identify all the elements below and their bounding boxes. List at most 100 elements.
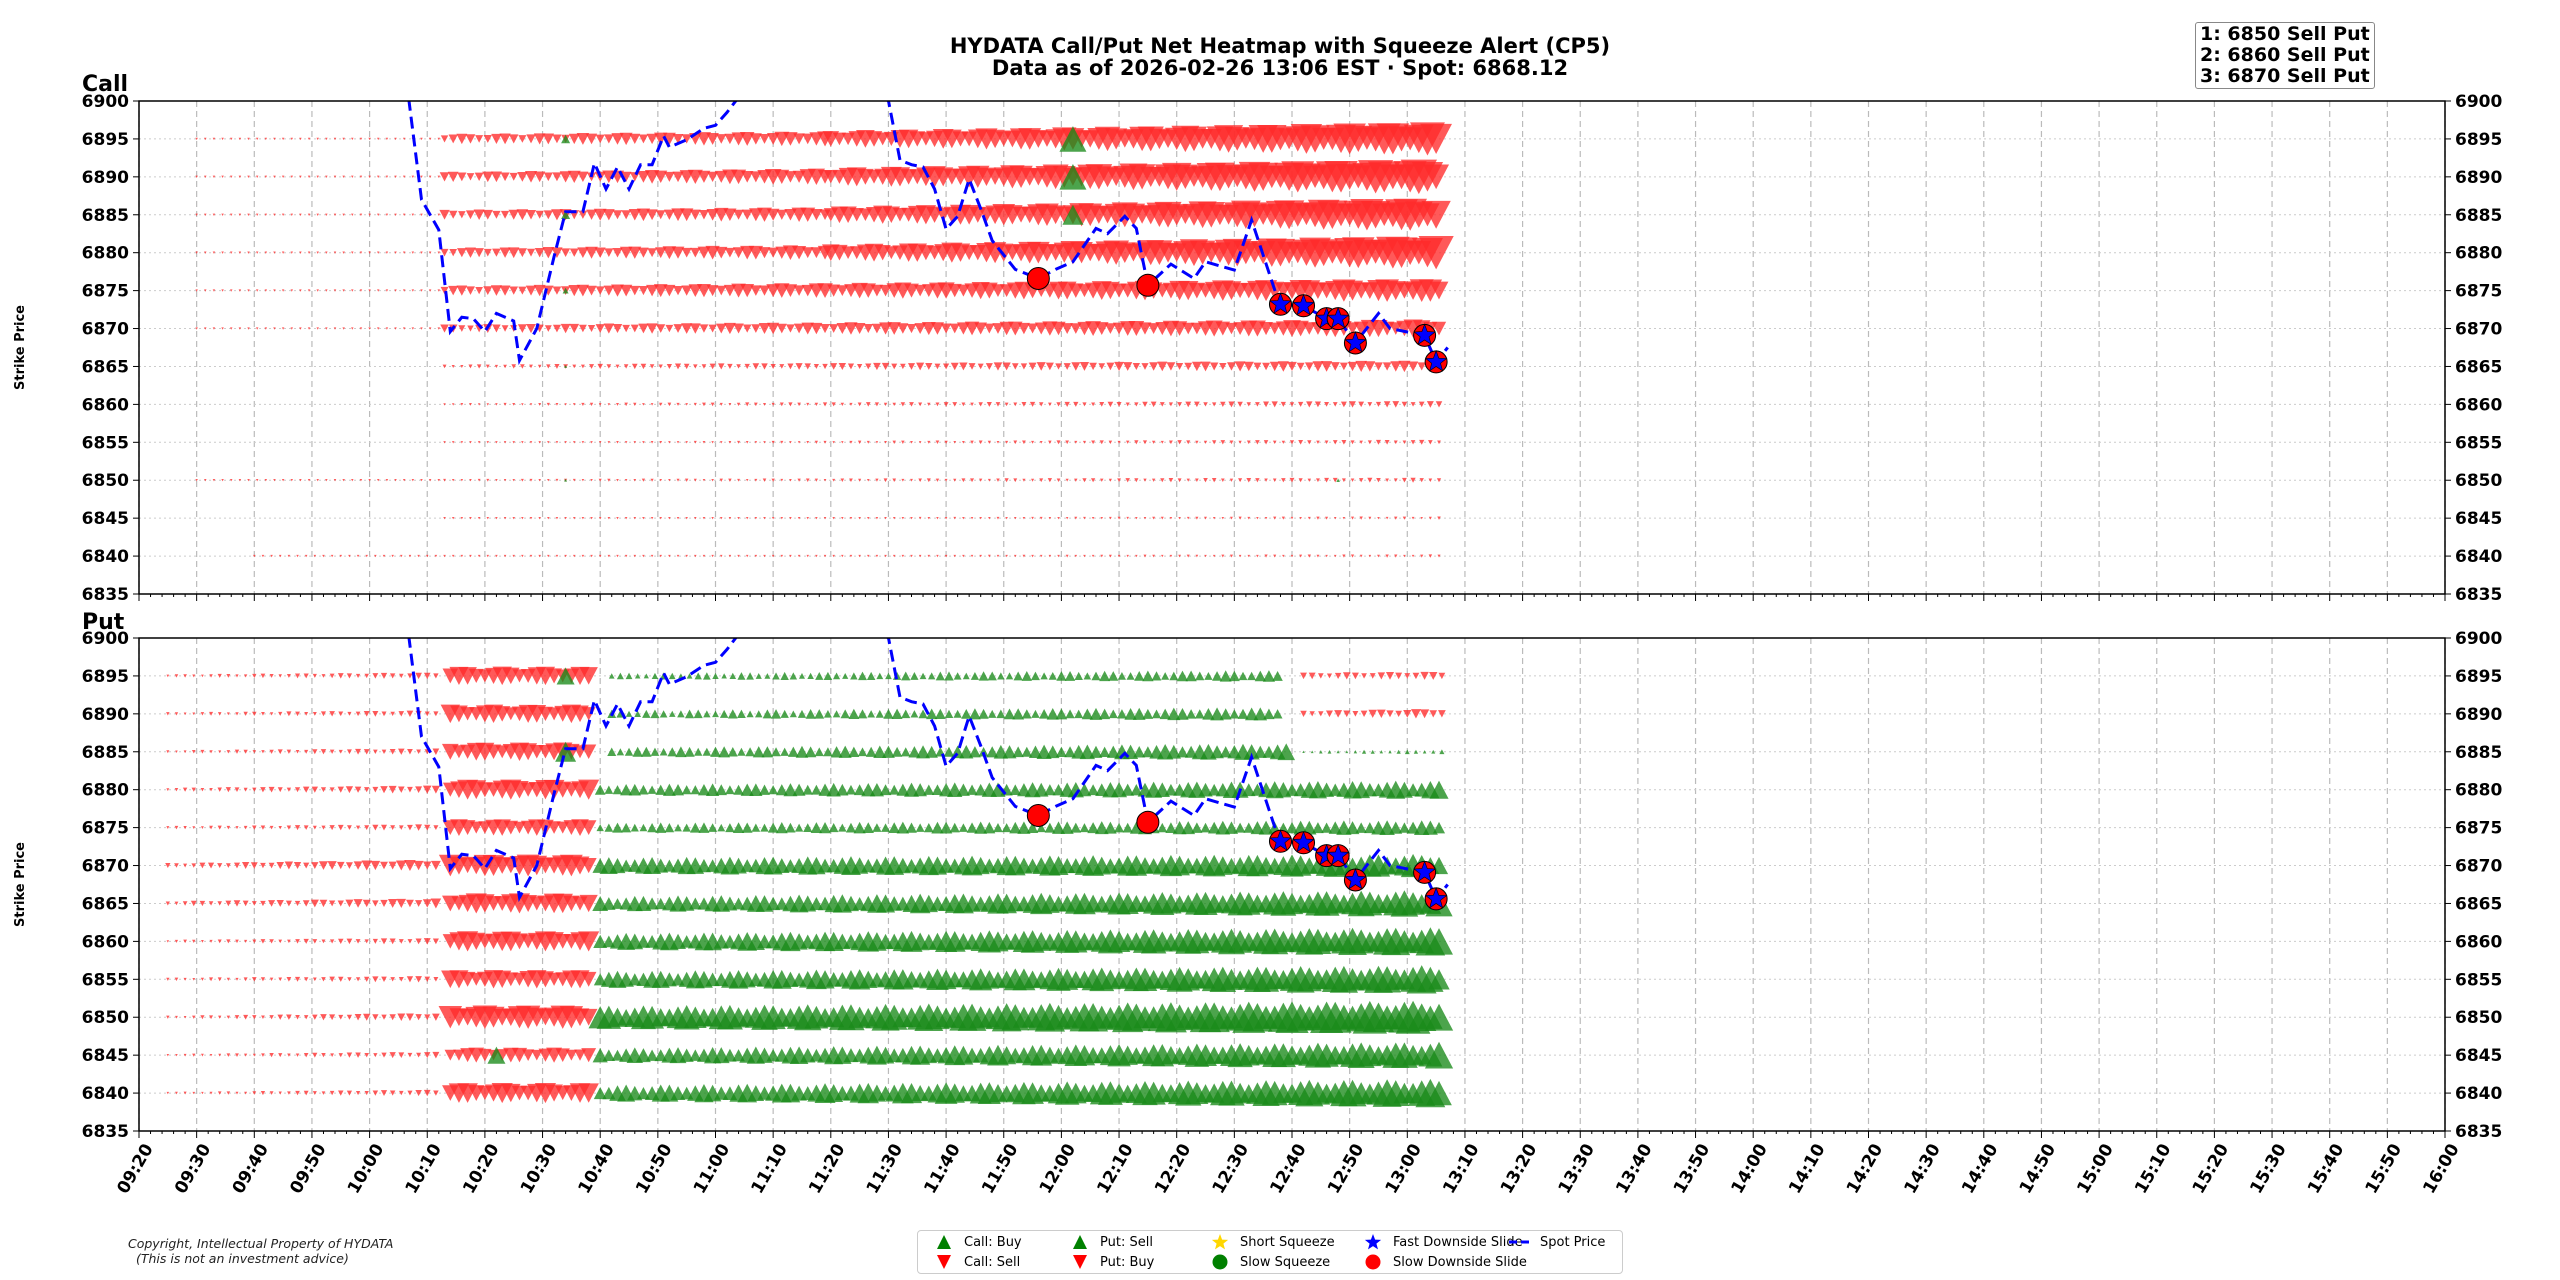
flow-marker [329,1090,335,1096]
flow-marker [428,479,432,482]
flow-marker [1130,784,1143,796]
flow-marker [944,516,948,520]
flow-marker [407,939,413,944]
flow-marker [525,209,537,220]
flow-marker [1009,784,1021,795]
flow-marker [440,286,449,295]
flow-marker [466,286,475,295]
flow-marker [705,783,720,797]
flow-marker [381,976,387,982]
flow-marker [1169,554,1173,558]
flow-marker [918,441,922,444]
flow-marker [281,327,285,330]
flow-marker [1051,321,1066,336]
flow-marker [762,709,773,719]
flow-marker [255,327,259,330]
flow-marker [1297,401,1304,407]
flow-marker [402,479,406,482]
flow-marker [376,327,380,330]
flow-marker [342,175,345,179]
flow-marker [725,823,735,833]
flow-marker [1286,821,1298,834]
y-tick-label: 6835 [2455,585,2502,605]
flow-marker [1256,516,1259,520]
y-axis-label: Strike Price [13,842,28,927]
flow-marker [1359,440,1363,444]
flow-marker [385,327,389,330]
flow-marker [346,1052,353,1058]
flow-marker [1229,709,1240,719]
flow-marker [420,479,423,482]
flow-marker [708,823,718,832]
flow-marker [624,516,628,520]
flow-marker [596,824,604,832]
flow-marker [1094,322,1109,336]
legend-label: Short Squeeze [1240,1234,1335,1250]
flow-marker [529,364,533,369]
flow-marker [621,822,632,833]
flow-marker [978,440,983,445]
flow-marker [329,787,335,793]
flow-marker [207,862,215,869]
flow-marker [486,516,490,520]
flow-marker [404,860,416,872]
flow-marker [1300,672,1307,680]
flow-marker [996,441,1000,444]
y-tick-label: 6880 [2455,781,2502,801]
flow-marker [503,554,507,558]
flow-marker [780,554,784,558]
flow-marker [1036,823,1046,833]
flow-marker [247,213,250,216]
flow-marker [333,479,337,482]
flow-marker [964,321,980,336]
flow-marker [312,977,317,982]
flow-marker [192,1053,196,1057]
flow-marker [1334,672,1342,679]
y-tick-label: 6895 [82,130,129,150]
flow-marker [628,783,641,796]
flow-marker [559,171,572,183]
flow-marker [1438,710,1446,718]
flow-marker [764,673,771,679]
flow-marker [604,248,614,257]
flow-marker [672,133,684,144]
flow-marker [847,363,855,370]
flow-marker [1052,783,1065,796]
flow-marker [278,825,283,830]
flow-marker [702,402,706,407]
flow-marker [1410,440,1416,445]
flow-marker [1345,821,1360,835]
flow-marker [718,746,731,758]
flow-marker [728,403,732,406]
flow-marker [251,977,257,982]
flow-marker [321,825,326,830]
fast-downside-slide-star [1344,331,1367,353]
flow-marker [195,251,198,254]
spot-price-line [407,638,1449,903]
flow-marker [1126,554,1129,558]
flow-marker [1195,554,1199,558]
flow-marker [1308,672,1316,680]
flow-marker [182,787,188,792]
flow-marker [888,822,900,833]
flow-marker [1057,516,1060,520]
flow-marker [260,862,266,869]
flow-marker [1300,710,1307,717]
legend-item: Call: Buy [932,1232,1022,1252]
flow-marker [372,824,379,831]
flow-marker [918,478,922,482]
flow-marker [243,674,248,678]
flow-marker [411,479,415,482]
flow-marker [694,672,702,680]
flow-marker [711,441,714,444]
flow-marker [1253,745,1267,758]
flow-marker [1351,672,1359,680]
flow-marker [174,788,179,792]
flow-marker [407,824,413,831]
flow-marker [174,712,179,716]
triangle-up-icon [1073,1235,1087,1249]
flow-marker [534,171,546,183]
flow-marker [368,251,371,254]
flow-marker [437,327,441,330]
flow-marker [318,861,329,870]
